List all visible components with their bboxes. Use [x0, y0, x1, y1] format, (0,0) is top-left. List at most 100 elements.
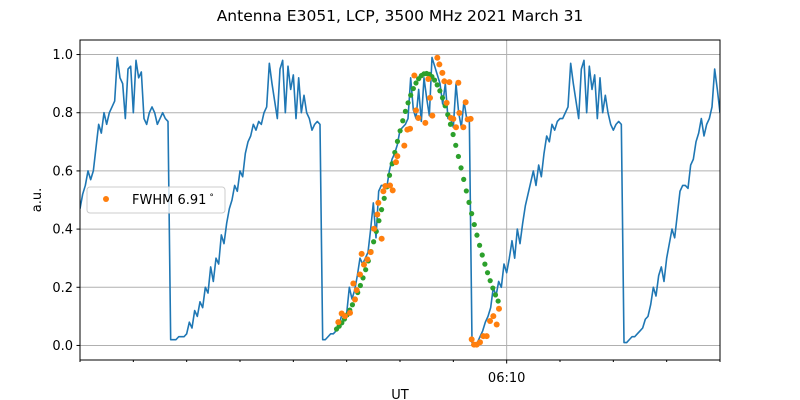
scan-point	[367, 249, 374, 256]
y-tick-label: 0.6	[52, 164, 73, 179]
scan-point	[380, 188, 387, 195]
fit-point	[476, 242, 483, 248]
scan-point	[375, 199, 382, 206]
scan-point	[347, 309, 354, 316]
scan-point	[401, 142, 408, 149]
scan-point	[415, 114, 422, 121]
fit-point	[471, 221, 477, 228]
y-axis-label: a.u.	[30, 188, 45, 212]
scan-point	[429, 112, 436, 119]
scan-point	[351, 296, 358, 303]
fit-point	[479, 252, 485, 258]
fit-point	[450, 131, 456, 138]
fit-point	[431, 77, 438, 83]
fit-point	[381, 195, 387, 201]
scan-point	[350, 280, 357, 287]
scan-point	[477, 339, 483, 346]
scan-point	[490, 313, 497, 320]
scan-point	[353, 287, 360, 294]
fit-point	[458, 165, 464, 171]
fit-point	[490, 285, 496, 291]
fit-point	[461, 176, 467, 182]
scan-point	[441, 78, 448, 85]
scan-point	[446, 79, 453, 86]
scan-point	[382, 183, 389, 190]
scan-point	[407, 125, 414, 132]
fit-point	[400, 118, 406, 124]
scan-point	[378, 235, 385, 242]
scan-point	[455, 79, 462, 86]
scan-point	[456, 110, 463, 117]
fit-point	[413, 80, 419, 86]
legend-label-text: FWHM 6.91	[132, 193, 206, 208]
fit-point	[447, 121, 454, 127]
scan-point	[361, 261, 367, 268]
fit-point	[466, 199, 472, 205]
fit-point	[437, 88, 443, 94]
x-axis-label: UT	[391, 388, 409, 400]
scan-point	[425, 75, 432, 82]
fit-point	[469, 211, 475, 217]
y-tick-label: 1.0	[52, 48, 73, 63]
legend-marker-orange	[103, 196, 109, 202]
scan-point	[483, 333, 490, 340]
chart-title: Antenna E3051, LCP, 3500 MHz 2021 March …	[217, 7, 584, 25]
legend: FWHM 6.91 °	[86, 186, 226, 214]
x-tick-label: 06:10	[488, 371, 525, 386]
fit-point	[376, 218, 382, 224]
scan-point	[371, 225, 378, 232]
fit-point	[357, 282, 363, 289]
fit-point	[397, 128, 403, 134]
scan-point	[434, 54, 441, 61]
scan-point	[393, 159, 399, 166]
fit-point	[482, 261, 488, 267]
scan-point	[387, 182, 394, 189]
y-tick-label: 0.0	[52, 339, 73, 354]
scan-point	[467, 115, 474, 122]
fit-point	[492, 292, 499, 298]
scan-point	[357, 271, 363, 278]
plot-area	[80, 54, 720, 348]
fit-point	[453, 142, 459, 148]
fit-point	[378, 207, 385, 213]
fit-point	[434, 82, 440, 88]
fit-point	[410, 85, 416, 92]
fit-point	[402, 108, 409, 114]
fit-point	[405, 100, 411, 106]
scan-point	[450, 115, 457, 122]
fit-point	[455, 153, 461, 160]
scan-point	[493, 321, 500, 328]
scan-point	[427, 94, 434, 101]
y-tick-label: 0.2	[52, 281, 73, 296]
legend-box	[86, 186, 226, 214]
scan-point	[358, 250, 365, 257]
fit-point	[474, 232, 480, 238]
scan-point	[342, 313, 349, 320]
scan-point	[468, 336, 475, 343]
fit-point	[386, 172, 393, 178]
fit-point	[394, 138, 401, 144]
fit-point	[349, 302, 356, 308]
scan-point	[394, 153, 401, 160]
fit-point	[487, 278, 493, 284]
fit-point	[363, 267, 369, 273]
scan-point	[413, 107, 419, 114]
legend-label-degree: °	[209, 193, 214, 203]
scan-point	[389, 187, 396, 194]
scan-point	[364, 256, 371, 263]
scan-point	[411, 72, 418, 79]
fit-point	[484, 270, 491, 276]
y-tick-label: 0.8	[52, 106, 73, 121]
scan-point	[374, 211, 381, 218]
legend-label: FWHM 6.91 °	[132, 193, 214, 208]
y-tick-label: 0.4	[52, 223, 73, 238]
scan-point	[436, 61, 443, 68]
fit-point	[463, 188, 469, 194]
scan-point	[460, 124, 467, 131]
scan-point	[335, 319, 342, 326]
grid-lines	[80, 40, 720, 360]
scan-point	[422, 119, 429, 126]
scan-point	[443, 99, 450, 106]
axis-ticks: 0.0 0.2 0.4 0.6 0.8 1.0 06:10	[52, 48, 721, 386]
